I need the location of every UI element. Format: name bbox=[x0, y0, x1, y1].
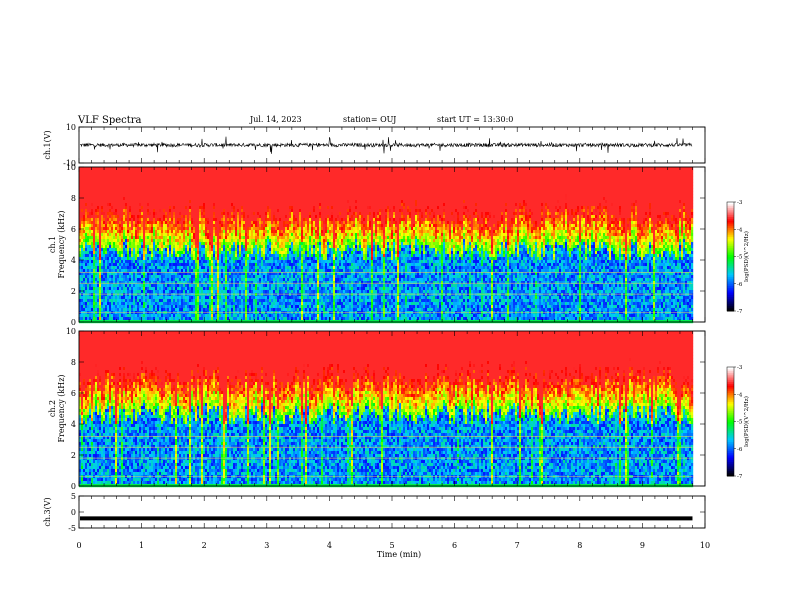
colorbar-label: log(PSD)(V^2/Hz) bbox=[743, 396, 750, 447]
y-tick-label: 5 bbox=[71, 492, 76, 501]
colorbar-tick-label: -5 bbox=[737, 255, 743, 261]
colorbar-tick-label: -6 bbox=[737, 282, 743, 288]
x-tick-label: 9 bbox=[640, 541, 645, 550]
x-tick-label: 2 bbox=[202, 541, 207, 550]
colorbar-tick-label: -3 bbox=[737, 200, 743, 206]
ch3-waveform-panel: 5 0 -5 ch.3(V) bbox=[43, 492, 705, 533]
time-axis: Time (min) 0 1 2 3 4 5 6 7 8 9 10 bbox=[76, 541, 710, 559]
y-tick-label: 10 bbox=[66, 123, 76, 132]
x-tick-label: 4 bbox=[327, 541, 332, 550]
y-axis-label-channel: ch.1 bbox=[48, 236, 57, 253]
ch2-colorbar: -3 -4 -5 -6 -7 log(PSD)(V^2/Hz) bbox=[727, 365, 750, 480]
spectrogram-image bbox=[79, 331, 693, 487]
y-axis-label-frequency: Frequency (kHz) bbox=[57, 210, 66, 278]
y-axis-label-frequency: Frequency (kHz) bbox=[57, 374, 66, 442]
y-tick-label: 8 bbox=[71, 194, 76, 203]
date-label: Jul. 14, 2023 bbox=[249, 115, 302, 124]
colorbar-label: log(PSD)(V^2/Hz) bbox=[743, 231, 750, 282]
y-tick-label: 6 bbox=[71, 389, 76, 398]
colorbar-tick-label: -4 bbox=[737, 392, 743, 398]
x-tick-label: 6 bbox=[452, 541, 457, 550]
x-tick-label: 8 bbox=[577, 541, 582, 550]
x-axis-label: Time (min) bbox=[377, 550, 421, 559]
ch2-spectrogram-panel: 0 2 4 6 8 10 ch.2 Frequency (kHz) bbox=[48, 327, 705, 491]
y-tick-label: 10 bbox=[66, 327, 76, 336]
station-label: station= OUJ bbox=[343, 115, 396, 124]
y-axis-label-channel: ch.2 bbox=[48, 400, 57, 417]
colorbar-tick-label: -6 bbox=[737, 447, 743, 453]
y-tick-label: 10 bbox=[66, 163, 76, 172]
y-tick-label: 0 bbox=[71, 318, 76, 327]
x-tick-label: 3 bbox=[264, 541, 269, 550]
ch1-waveform-line bbox=[80, 137, 692, 154]
y-tick-label: 4 bbox=[71, 256, 76, 265]
colorbar-tick-label: -7 bbox=[737, 309, 743, 315]
x-tick-label: 1 bbox=[139, 541, 144, 550]
colorbar-tick-label: -3 bbox=[737, 365, 743, 371]
figure-title: VLF Spectra bbox=[77, 115, 142, 126]
ch1-spectrogram-panel: 0 2 4 6 8 10 ch.1 Frequency (kHz) bbox=[48, 163, 705, 327]
colorbar-tick-label: -5 bbox=[737, 420, 743, 426]
x-tick-label: 7 bbox=[515, 541, 520, 550]
colorbar-tick-label: -4 bbox=[737, 227, 743, 233]
y-tick-label: 4 bbox=[71, 420, 76, 429]
ch1-colorbar: -3 -4 -5 -6 -7 log(PSD)(V^2/Hz) bbox=[727, 200, 750, 315]
y-tick-label: 2 bbox=[71, 451, 76, 460]
y-tick-label: 2 bbox=[71, 287, 76, 296]
x-tick-label: 0 bbox=[76, 541, 81, 550]
y-tick-label: -5 bbox=[68, 524, 76, 533]
y-axis-label: ch.3(V) bbox=[43, 497, 52, 526]
y-tick-label: 6 bbox=[71, 225, 76, 234]
y-tick-label: 0 bbox=[71, 482, 76, 491]
spectrogram-image bbox=[79, 167, 693, 323]
x-tick-label: 5 bbox=[389, 541, 394, 550]
y-tick-label: 0 bbox=[71, 508, 76, 517]
start-ut-label: start UT = 13:30:0 bbox=[437, 115, 513, 124]
y-axis-label: ch.1(V) bbox=[43, 130, 52, 159]
y-tick-label: 8 bbox=[71, 358, 76, 367]
x-tick-label: 10 bbox=[700, 541, 710, 550]
colorbar-tick-label: -7 bbox=[737, 474, 743, 480]
